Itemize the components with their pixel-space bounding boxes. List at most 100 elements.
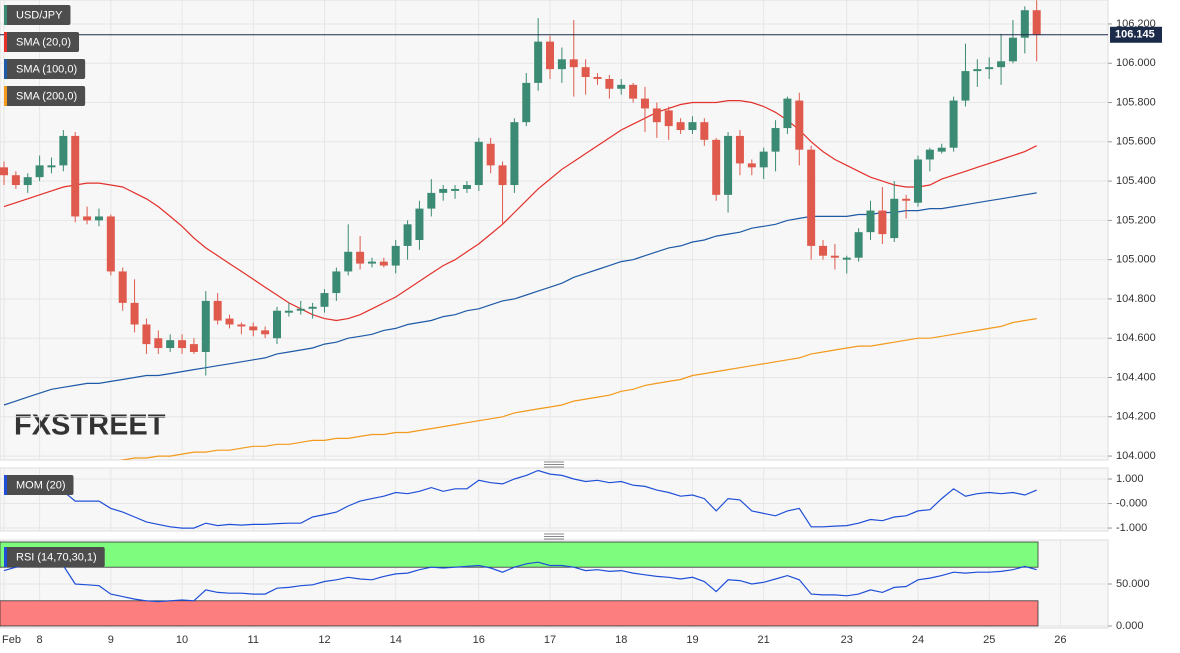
legend-box bbox=[4, 5, 71, 25]
candle-body bbox=[1032, 10, 1041, 35]
candle-body bbox=[724, 135, 733, 195]
candle-body bbox=[154, 338, 163, 349]
candle-body bbox=[118, 271, 127, 303]
candle-body bbox=[261, 330, 270, 335]
candle-body bbox=[819, 245, 828, 256]
x-tick-label: 25 bbox=[983, 634, 995, 646]
candle-body bbox=[688, 122, 697, 131]
sma-line bbox=[3, 192, 1037, 406]
candle-body bbox=[23, 177, 32, 186]
last-price-label: 106.145 bbox=[1115, 29, 1155, 41]
last-price-box bbox=[1110, 26, 1162, 43]
candle-body bbox=[640, 98, 649, 109]
candle-body bbox=[605, 78, 614, 89]
candle-body bbox=[59, 135, 68, 166]
candle-body bbox=[320, 293, 329, 307]
legend-label: SMA (200,0) bbox=[16, 90, 77, 102]
y-tick-label: 105.800 bbox=[1116, 96, 1156, 108]
candle-body bbox=[225, 318, 234, 325]
legend-item: USD/JPY bbox=[4, 5, 71, 25]
candle-body bbox=[522, 82, 531, 123]
candle-body bbox=[439, 188, 448, 193]
candle-body bbox=[569, 59, 578, 68]
candle-body bbox=[557, 59, 566, 70]
legend-label: SMA (20,0) bbox=[16, 36, 71, 48]
x-tick-label: 24 bbox=[912, 634, 924, 646]
legend-swatch bbox=[4, 475, 7, 495]
x-tick-label: 26 bbox=[1054, 634, 1066, 646]
candle-body bbox=[985, 67, 994, 70]
x-tick-label: 21 bbox=[758, 634, 770, 646]
candle-body bbox=[296, 308, 305, 311]
candle-body bbox=[878, 210, 887, 235]
main-panel bbox=[0, 0, 1109, 461]
y-tick-label: 105.000 bbox=[1116, 254, 1156, 266]
candle-body bbox=[925, 149, 934, 160]
candle-body bbox=[890, 198, 899, 239]
candle-body bbox=[178, 340, 187, 349]
y-tick-label: 104.600 bbox=[1116, 332, 1156, 344]
candle-body bbox=[486, 143, 495, 166]
y-tick-label: 0.000 bbox=[1116, 620, 1144, 632]
plot-area bbox=[0, 0, 1041, 460]
candle-body bbox=[403, 224, 412, 246]
band bbox=[0, 541, 1039, 568]
candle-body bbox=[11, 175, 20, 186]
indicator-line bbox=[4, 469, 1037, 529]
legend-box bbox=[4, 547, 105, 567]
candle-body bbox=[284, 310, 293, 313]
legend-label: RSI (14,70,30,1) bbox=[16, 551, 97, 563]
legend-swatch bbox=[4, 5, 7, 25]
candle-body bbox=[629, 84, 638, 99]
candle-body bbox=[581, 67, 590, 77]
candle-body bbox=[795, 100, 804, 150]
candle-body bbox=[1008, 37, 1017, 62]
y-tick-label: 50.000 bbox=[1116, 578, 1150, 590]
candle-body bbox=[949, 100, 958, 148]
legend-box bbox=[4, 59, 86, 79]
candle-body bbox=[1020, 10, 1029, 38]
candle-body bbox=[35, 165, 44, 178]
candle-body bbox=[498, 165, 507, 186]
y-tick-label: 104.400 bbox=[1116, 371, 1156, 383]
legend-swatch bbox=[4, 59, 7, 79]
x-tick-label: 23 bbox=[841, 634, 853, 646]
candle-body bbox=[308, 306, 317, 309]
legend-item: SMA (100,0) bbox=[4, 59, 86, 79]
candle-body bbox=[712, 139, 721, 195]
y-tick-label: 104.800 bbox=[1116, 293, 1156, 305]
candle-body bbox=[830, 255, 839, 258]
candle-body bbox=[534, 41, 543, 83]
legend-item: SMA (20,0) bbox=[4, 32, 80, 52]
candle-body bbox=[356, 251, 365, 264]
x-tick-label: 14 bbox=[390, 634, 402, 646]
legend-box bbox=[4, 475, 74, 495]
x-tick-label: 10 bbox=[176, 634, 188, 646]
sma-line bbox=[119, 318, 1037, 460]
x-tick-label: 12 bbox=[318, 634, 330, 646]
candle-body bbox=[973, 69, 982, 72]
candle-body bbox=[201, 300, 210, 352]
candle-body bbox=[937, 147, 946, 152]
candle-body bbox=[771, 128, 780, 152]
y-tick-label: 104.000 bbox=[1116, 450, 1156, 462]
candle-body bbox=[866, 210, 875, 233]
y-tick-label: 105.200 bbox=[1116, 214, 1156, 226]
x-tick-label: 17 bbox=[544, 634, 556, 646]
candle-body bbox=[902, 198, 911, 201]
legend-box bbox=[4, 86, 86, 106]
candle-body bbox=[213, 300, 222, 321]
splitter[interactable] bbox=[544, 533, 564, 540]
legend-label: USD/JPY bbox=[16, 9, 63, 21]
y-tick-label: 1.000 bbox=[1116, 473, 1144, 485]
candle-body bbox=[47, 165, 56, 168]
candle-body bbox=[415, 208, 424, 241]
candle-body bbox=[332, 271, 341, 294]
candle-body bbox=[391, 245, 400, 266]
candle-body bbox=[593, 76, 602, 79]
candle-body bbox=[106, 216, 115, 272]
y-tick-label: -0.000 bbox=[1116, 497, 1147, 509]
candle-body bbox=[367, 261, 376, 264]
splitter[interactable] bbox=[544, 461, 564, 468]
